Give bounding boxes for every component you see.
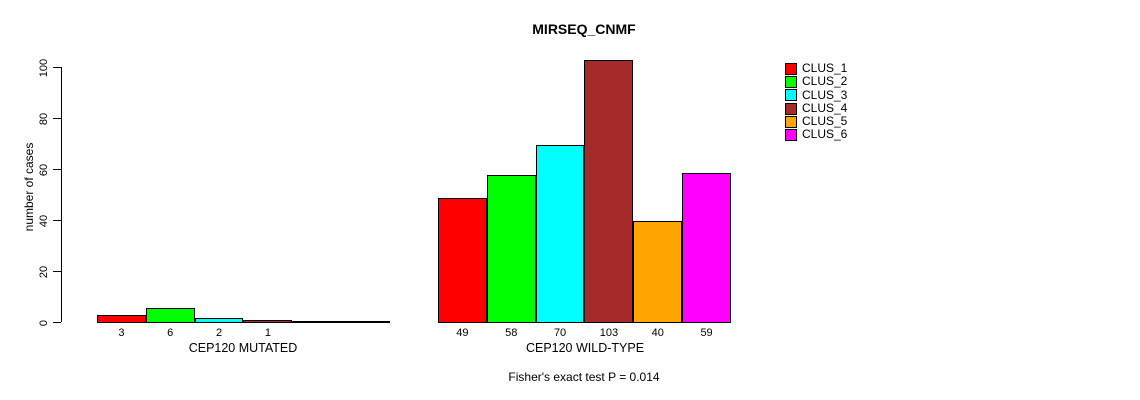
legend-row-clus_2: CLUS_2 xyxy=(785,74,848,89)
legend-row-clus_1: CLUS_1 xyxy=(785,61,848,75)
bar-value-label-clus_1-group-1: 3 xyxy=(118,327,125,339)
legend-swatch-clus_3 xyxy=(785,89,797,102)
bar-clus_2-group-2 xyxy=(486,175,536,323)
legend-swatch-clus_2 xyxy=(785,75,797,88)
legend: CLUS_1 CLUS_2 CLUS_3 CLUS_4 CLUS_5 CLUS_6 xyxy=(785,61,848,142)
bar-value-label-clus_2-group-1: 6 xyxy=(167,327,174,339)
bar-value-label-clus_3-group-2: 70 xyxy=(553,327,567,339)
y-tick-label-20: 20 xyxy=(38,265,50,278)
bar-clus_5-group-2 xyxy=(633,221,683,323)
chart-title: MIRSEQ_CNMF xyxy=(532,21,636,37)
y-axis-line xyxy=(61,67,62,322)
legend-row-clus_3: CLUS_3 xyxy=(785,87,848,102)
y-tick-label-80: 80 xyxy=(38,112,50,125)
bar-clus_1-group-2 xyxy=(438,198,487,323)
y-tick-mark-80 xyxy=(53,118,61,119)
legend-label-clus_6: CLUS_6 xyxy=(802,127,848,142)
bar-value-label-clus_1-group-2: 49 xyxy=(456,327,469,339)
fisher-test-caption: Fisher's exact test P = 0.014 xyxy=(508,370,660,384)
y-tick-label-40: 40 xyxy=(38,214,50,227)
bar-clus_3-group-1 xyxy=(194,317,244,323)
bar-clus_4-group-1 xyxy=(243,320,293,323)
y-tick-label-60: 60 xyxy=(38,163,50,176)
legend-swatch-clus_5 xyxy=(785,115,797,128)
bar-clus_3-group-2 xyxy=(535,144,585,323)
bar-clus_2-group-1 xyxy=(145,307,195,323)
y-tick-mark-100 xyxy=(53,67,61,68)
bar-value-label-clus_6-group-2: 59 xyxy=(700,327,713,339)
bar-value-label-clus_4-group-1: 1 xyxy=(264,327,271,339)
bar-clus_1-group-1 xyxy=(97,315,146,323)
legend-swatch-clus_1 xyxy=(785,62,797,75)
legend-row-clus_4: CLUS_4 xyxy=(785,100,848,115)
legend-label-clus_2: CLUS_2 xyxy=(802,74,848,89)
bar-value-label-clus_4-group-2: 103 xyxy=(599,327,619,339)
legend-label-clus_3: CLUS_3 xyxy=(802,87,848,102)
y-tick-mark-20 xyxy=(53,271,61,272)
legend-swatch-clus_6 xyxy=(785,129,797,142)
group-label-wildtype: CEP120 WILD-TYPE xyxy=(525,341,645,355)
bar-clus_4-group-2 xyxy=(584,60,634,323)
legend-swatch-clus_4 xyxy=(785,102,797,115)
y-tick-mark-60 xyxy=(53,169,61,170)
bar-value-label-clus_5-group-2: 40 xyxy=(651,327,664,339)
legend-label-clus_1: CLUS_1 xyxy=(802,61,848,75)
legend-label-clus_4: CLUS_4 xyxy=(802,100,848,115)
y-axis-label: number of cases xyxy=(22,142,36,232)
y-tick-mark-40 xyxy=(53,220,61,221)
legend-row-clus_6: CLUS_6 xyxy=(785,128,847,141)
group-label-mutated: CEP120 MUTATED xyxy=(188,341,298,355)
bar-value-label-clus_2-group-2: 58 xyxy=(505,327,518,339)
y-tick-mark-0 xyxy=(53,322,61,323)
bar-clus_6-group-2 xyxy=(682,172,731,323)
y-tick-label-0: 0 xyxy=(38,319,50,326)
legend-row-clus_5: CLUS_5 xyxy=(785,114,848,129)
y-tick-label-100: 100 xyxy=(38,58,50,77)
legend-label-clus_5: CLUS_5 xyxy=(802,114,848,129)
bar-value-label-clus_3-group-1: 2 xyxy=(216,327,223,339)
